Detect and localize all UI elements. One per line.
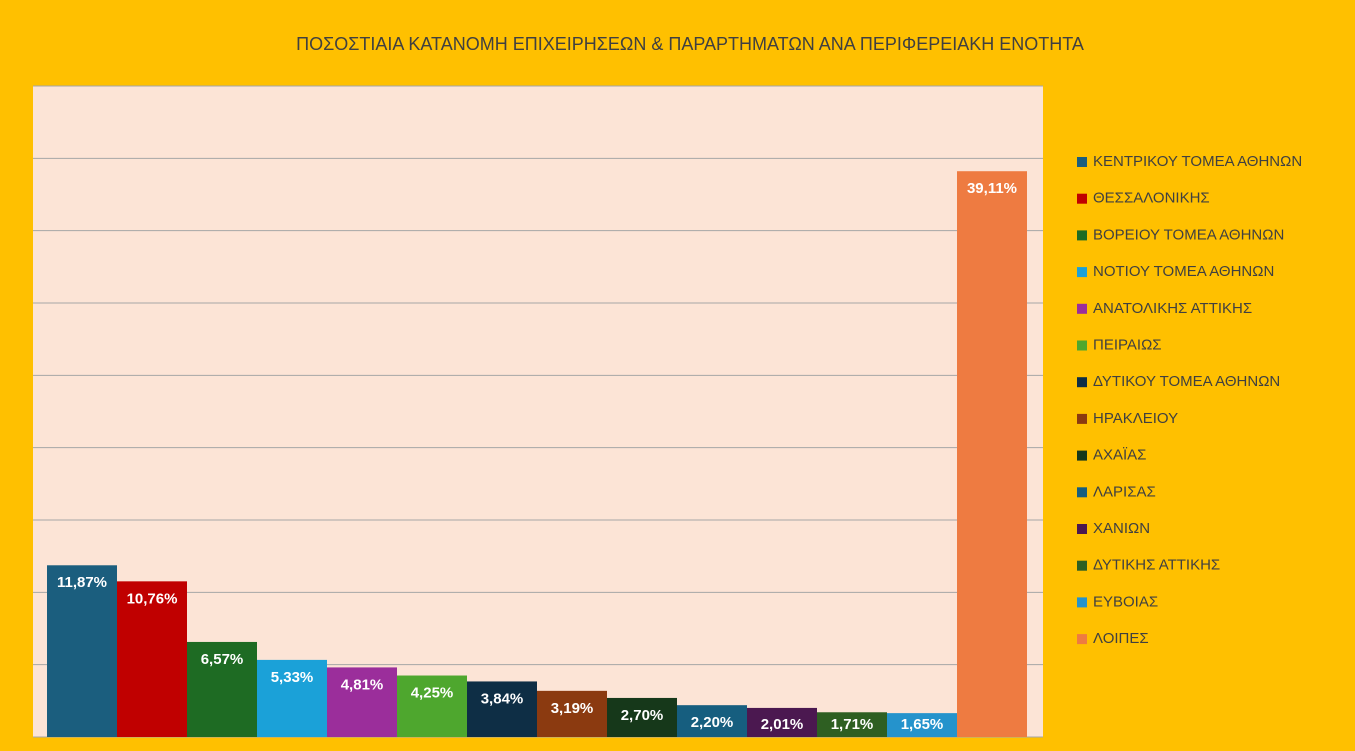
data-label: 3,19% bbox=[551, 700, 594, 717]
legend-swatch bbox=[1077, 413, 1087, 424]
data-label: 5,33% bbox=[271, 669, 314, 686]
data-label: 6,57% bbox=[201, 651, 244, 668]
chart-title: ΠΟΣΟΣΤΙΑΙΑ ΚΑΤΑΝΟΜΗ ΕΠΙΧΕΙΡΗΣΕΩΝ & ΠΑΡΑΡ… bbox=[296, 34, 1084, 54]
legend-label: ΛΟΙΠΕΣ bbox=[1093, 630, 1149, 647]
bar bbox=[257, 659, 327, 737]
data-label: 39,11% bbox=[967, 180, 1017, 197]
legend-label: ΕΥΒΟΙΑΣ bbox=[1093, 593, 1158, 610]
bar bbox=[47, 565, 117, 737]
legend-label: ΔΥΤΙΚΗΣ ΑΤΤΙΚΗΣ bbox=[1093, 557, 1220, 574]
legend-swatch bbox=[1077, 524, 1087, 534]
data-label: 11,87% bbox=[57, 574, 107, 591]
legend-swatch bbox=[1077, 377, 1087, 388]
legend-swatch bbox=[1077, 230, 1087, 241]
legend-swatch bbox=[1077, 340, 1087, 351]
legend-label: ΠΕΙΡΑΙΩΣ bbox=[1093, 336, 1162, 353]
bar bbox=[607, 697, 677, 737]
legend-swatch bbox=[1077, 450, 1087, 461]
legend-label: ΘΕΣΣΑΛΟΝΙΚΗΣ bbox=[1093, 190, 1210, 207]
legend-swatch bbox=[1077, 634, 1087, 645]
legend-swatch bbox=[1077, 560, 1087, 571]
legend-swatch bbox=[1077, 193, 1087, 204]
legend-label: ΔΥΤΙΚΟΥ ΤΟΜΕΑ ΑΘΗΝΩΝ bbox=[1093, 373, 1280, 390]
data-label: 2,01% bbox=[761, 716, 804, 733]
data-label: 2,20% bbox=[691, 714, 734, 731]
bar bbox=[537, 690, 607, 737]
legend-label: ΒΟΡΕΙΟΥ ΤΟΜΕΑ ΑΘΗΝΩΝ bbox=[1093, 226, 1284, 243]
legend-swatch bbox=[1077, 487, 1087, 498]
bar bbox=[327, 667, 397, 737]
plot-area bbox=[33, 86, 1043, 737]
bar bbox=[397, 675, 467, 737]
legend-swatch bbox=[1077, 303, 1087, 314]
data-label: 1,71% bbox=[831, 716, 874, 733]
legend-label: ΧΑΝΙΩΝ bbox=[1093, 520, 1150, 537]
data-label: 4,25% bbox=[411, 684, 454, 701]
data-label: 10,76% bbox=[127, 590, 178, 607]
legend-swatch bbox=[1077, 157, 1087, 167]
legend-label: ΝΟΤΙΟΥ ΤΟΜΕΑ ΑΘΗΝΩΝ bbox=[1093, 263, 1274, 280]
legend-label: ΑΝΑΤΟΛΙΚΗΣ ΑΤΤΙΚΗΣ bbox=[1093, 300, 1252, 317]
bar bbox=[747, 707, 817, 737]
bar bbox=[117, 581, 187, 737]
data-label: 4,81% bbox=[341, 676, 384, 693]
legend-label: ΗΡΑΚΛΕΙΟΥ bbox=[1093, 410, 1178, 427]
legend-label: ΑΧΑΪΑΣ bbox=[1093, 447, 1146, 464]
bar bbox=[887, 713, 957, 737]
data-label: 1,65% bbox=[901, 716, 944, 733]
bar bbox=[467, 681, 537, 737]
legend-label: ΛΑΡΙΣΑΣ bbox=[1093, 483, 1156, 500]
bar bbox=[677, 705, 747, 737]
legend-swatch bbox=[1077, 597, 1087, 608]
bar bbox=[817, 712, 887, 737]
data-label: 3,84% bbox=[481, 690, 524, 707]
legend-swatch bbox=[1077, 267, 1087, 278]
legend-label: ΚΕΝΤΡΙΚΟΥ ΤΟΜΕΑ ΑΘΗΝΩΝ bbox=[1093, 153, 1302, 170]
bar bbox=[187, 641, 257, 737]
bar bbox=[957, 171, 1027, 737]
data-label: 2,70% bbox=[621, 707, 664, 724]
